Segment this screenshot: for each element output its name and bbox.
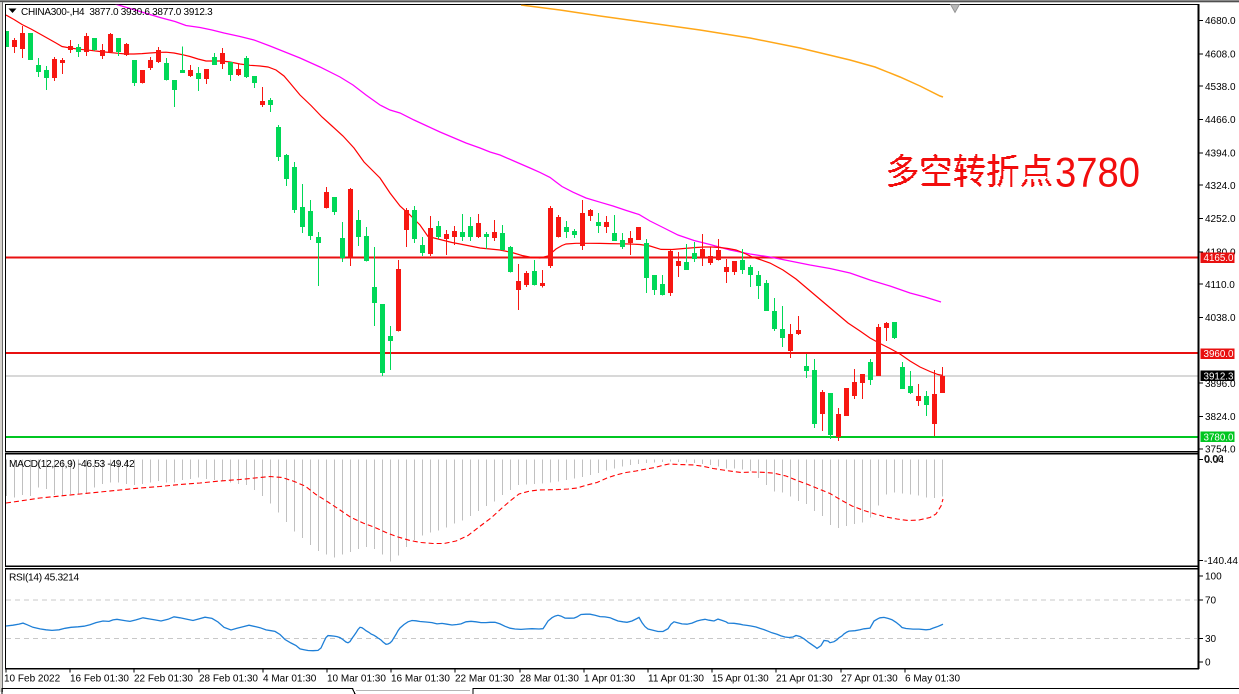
svg-text:15 Apr 01:30: 15 Apr 01:30 (712, 674, 769, 685)
svg-text:4538.0: 4538.0 (1205, 82, 1236, 93)
svg-text:1 Apr 01:30: 1 Apr 01:30 (584, 674, 636, 685)
svg-text:4038.0: 4038.0 (1205, 313, 1236, 324)
svg-text:3960.0: 3960.0 (1204, 349, 1235, 360)
svg-text:CHINA300-,H4 3877.0 3930.6 38: CHINA300-,H4 3877.0 3930.6 3877.0 3912.3 (21, 7, 213, 18)
svg-text:70: 70 (1205, 596, 1217, 607)
svg-text:4252.0: 4252.0 (1205, 214, 1236, 225)
svg-text:3754.0: 3754.0 (1205, 445, 1236, 456)
svg-text:28 Mar 01:30: 28 Mar 01:30 (520, 674, 579, 685)
svg-text:30: 30 (1205, 634, 1217, 645)
svg-text:4466.0: 4466.0 (1205, 115, 1236, 126)
svg-text:3896.0: 3896.0 (1205, 379, 1236, 390)
svg-text:-140.44: -140.44 (1204, 556, 1238, 567)
svg-text:4324.0: 4324.0 (1205, 181, 1236, 192)
svg-text:16 Mar 01:30: 16 Mar 01:30 (391, 674, 450, 685)
svg-text:22 Mar 01:30: 22 Mar 01:30 (455, 674, 514, 685)
svg-text:16 Feb 01:30: 16 Feb 01:30 (70, 674, 129, 685)
svg-text:0.04: 0.04 (1205, 455, 1225, 466)
svg-text:6 May 01:30: 6 May 01:30 (905, 674, 960, 685)
svg-text:21 Apr 01:30: 21 Apr 01:30 (776, 674, 833, 685)
svg-text:RSI(14) 45.3214: RSI(14) 45.3214 (9, 572, 79, 583)
svg-text:3912.3: 3912.3 (1204, 371, 1235, 382)
svg-text:11 Apr 01:30: 11 Apr 01:30 (648, 674, 704, 685)
svg-text:4165.0: 4165.0 (1204, 253, 1235, 264)
svg-text:3780: 3780 (1055, 149, 1140, 196)
svg-text:28 Feb 01:30: 28 Feb 01:30 (199, 674, 258, 685)
svg-text:27 Apr 01:30: 27 Apr 01:30 (841, 674, 898, 685)
svg-text:10 Feb 2022: 10 Feb 2022 (4, 674, 61, 685)
svg-text:0: 0 (1205, 658, 1211, 669)
svg-text:3824.0: 3824.0 (1205, 412, 1236, 423)
svg-text:4110.0: 4110.0 (1205, 280, 1235, 291)
svg-text:10 Mar 01:30: 10 Mar 01:30 (327, 674, 386, 685)
svg-text:MACD(12,26,9) -46.53 -49.42: MACD(12,26,9) -46.53 -49.42 (9, 459, 135, 470)
svg-text:4 Mar 01:30: 4 Mar 01:30 (263, 674, 317, 685)
svg-text:4680.0: 4680.0 (1205, 16, 1236, 27)
svg-text:4394.0: 4394.0 (1205, 148, 1236, 159)
svg-text:22 Feb 01:30: 22 Feb 01:30 (134, 674, 193, 685)
svg-text:0.00: 0.00 (1204, 454, 1224, 465)
svg-text:100: 100 (1205, 572, 1222, 583)
svg-text:3780.0: 3780.0 (1204, 433, 1235, 444)
svg-text:4608.0: 4608.0 (1205, 49, 1236, 60)
